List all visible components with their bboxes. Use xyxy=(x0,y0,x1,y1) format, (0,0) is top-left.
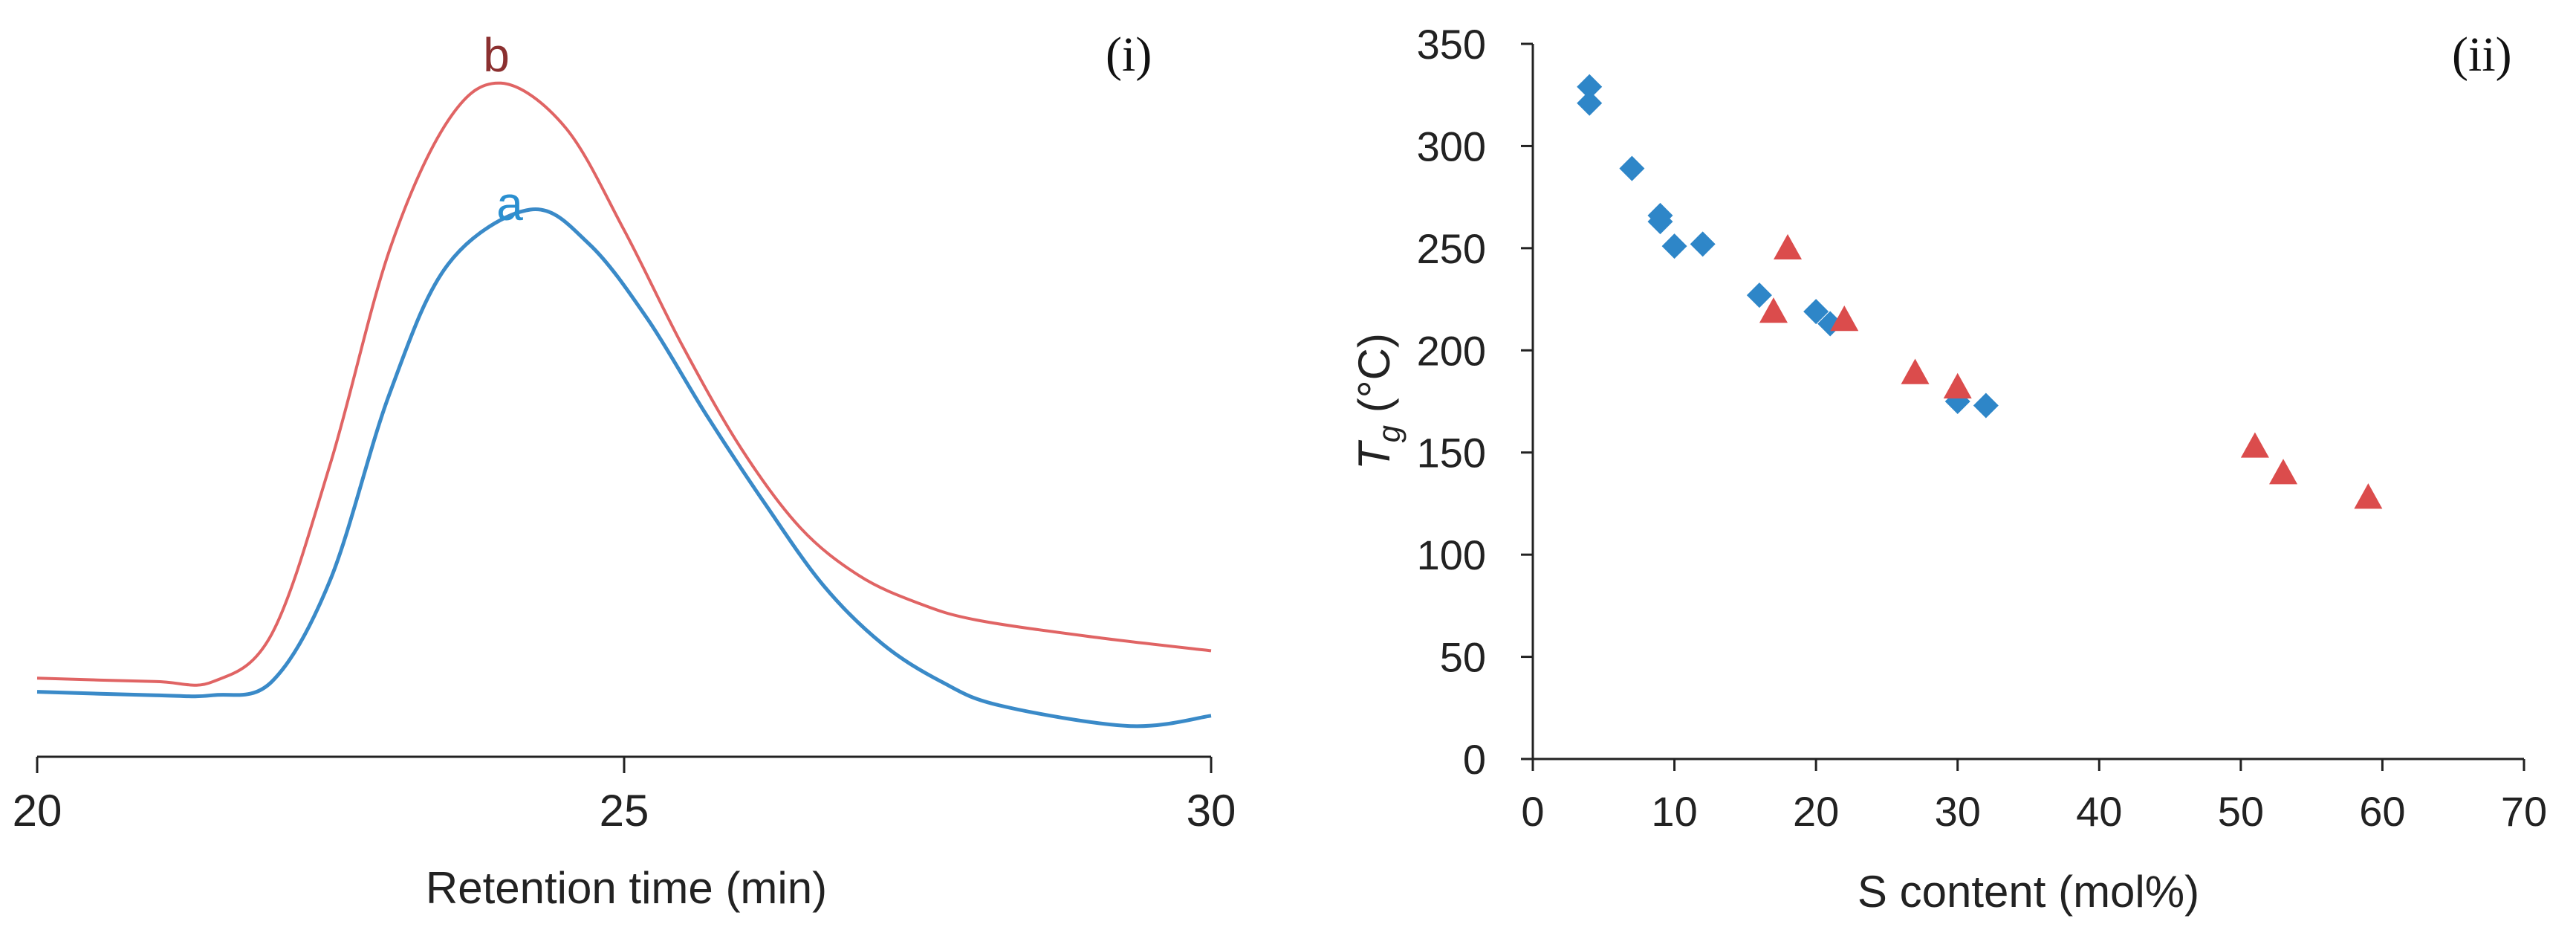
triangle-point xyxy=(2240,432,2269,458)
panel-i-x-tick-label: 20 xyxy=(13,786,62,836)
panel-ii-x-tick-label: 50 xyxy=(2218,788,2264,835)
diamond-point xyxy=(1746,282,1772,309)
panel-ii-y-tick-label: 250 xyxy=(1417,225,1486,272)
diamond-point xyxy=(1973,393,1999,419)
triangle-point xyxy=(1830,306,1859,332)
panel-ii-x-axis-title: S content (mol%) xyxy=(1858,867,2199,917)
triangle-point xyxy=(1943,372,1972,398)
panel-ii-x-tick-label: 40 xyxy=(2076,788,2122,835)
panel-i-label: (i) xyxy=(1106,28,1152,82)
panel-ii-y-tick-label: 0 xyxy=(1463,736,1486,783)
panel-ii-y-tick-label: 300 xyxy=(1417,123,1486,169)
y-title-symbol: T xyxy=(1349,439,1399,470)
curve-b xyxy=(36,81,1212,687)
panel-i-x-axis-title: Retention time (min) xyxy=(426,863,827,913)
panel-ii-scatter: 0 50 100 150 200 250 300 350 0 10 20 30 40 50 60 70 (i… xyxy=(1349,21,2547,917)
panel-i-x-tick-label: 30 xyxy=(1187,786,1236,836)
triangle-point xyxy=(1774,233,1803,260)
panel-ii-y-tick-label: 100 xyxy=(1417,532,1486,578)
curve-a-label: a xyxy=(496,177,523,230)
diamond-point xyxy=(1619,155,1645,181)
panel-ii-y-tick-label: 350 xyxy=(1417,21,1486,68)
curve-a xyxy=(36,207,1212,729)
panel-ii-y-tick-label: 50 xyxy=(1440,634,1486,681)
diamond-point xyxy=(1690,231,1716,257)
triangle-point xyxy=(2354,483,2383,509)
diamond-point xyxy=(1661,233,1687,259)
triangle-point xyxy=(2269,459,2298,485)
panel-ii-points xyxy=(1577,74,2383,509)
panel-i-chromatogram: 20 25 30 (i) b a Retention time (min) xyxy=(13,28,1236,913)
panel-ii-label: (ii) xyxy=(2452,28,2512,82)
diamond-point xyxy=(1803,299,1829,325)
triangle-point xyxy=(1901,358,1930,384)
diamond-point xyxy=(1577,90,1603,116)
y-title-subscript: g xyxy=(1372,425,1407,442)
panel-ii-x-tick-label: 10 xyxy=(1651,788,1697,835)
diamond-point xyxy=(1647,209,1673,235)
panel-ii-x-tick-label: 0 xyxy=(1521,788,1544,835)
panel-ii-y-tick-label: 150 xyxy=(1417,430,1486,477)
panel-ii-x-ticks: 0 10 20 30 40 50 60 70 xyxy=(1521,759,2547,835)
panel-i-curves xyxy=(36,81,1212,729)
triangle-point xyxy=(1759,297,1788,323)
panel-ii-x-tick-label: 60 xyxy=(2359,788,2405,835)
panel-i-x-ticks: 20 25 30 xyxy=(13,757,1236,836)
panel-ii-y-ticks: 0 50 100 150 200 250 300 350 xyxy=(1417,21,1533,783)
panel-ii-y-axis-title: Tg (°C) xyxy=(1349,333,1407,470)
panel-i-x-tick-label: 25 xyxy=(600,786,649,836)
panel-ii-x-tick-label: 70 xyxy=(2501,788,2547,835)
panel-ii-x-tick-label: 30 xyxy=(1935,788,1981,835)
panel-ii-x-tick-label: 20 xyxy=(1793,788,1839,835)
curve-b-label: b xyxy=(483,28,510,82)
panel-ii-y-tick-label: 200 xyxy=(1417,327,1486,374)
y-title-unit: (°C) xyxy=(1349,333,1399,425)
diamond-point xyxy=(1577,74,1603,100)
